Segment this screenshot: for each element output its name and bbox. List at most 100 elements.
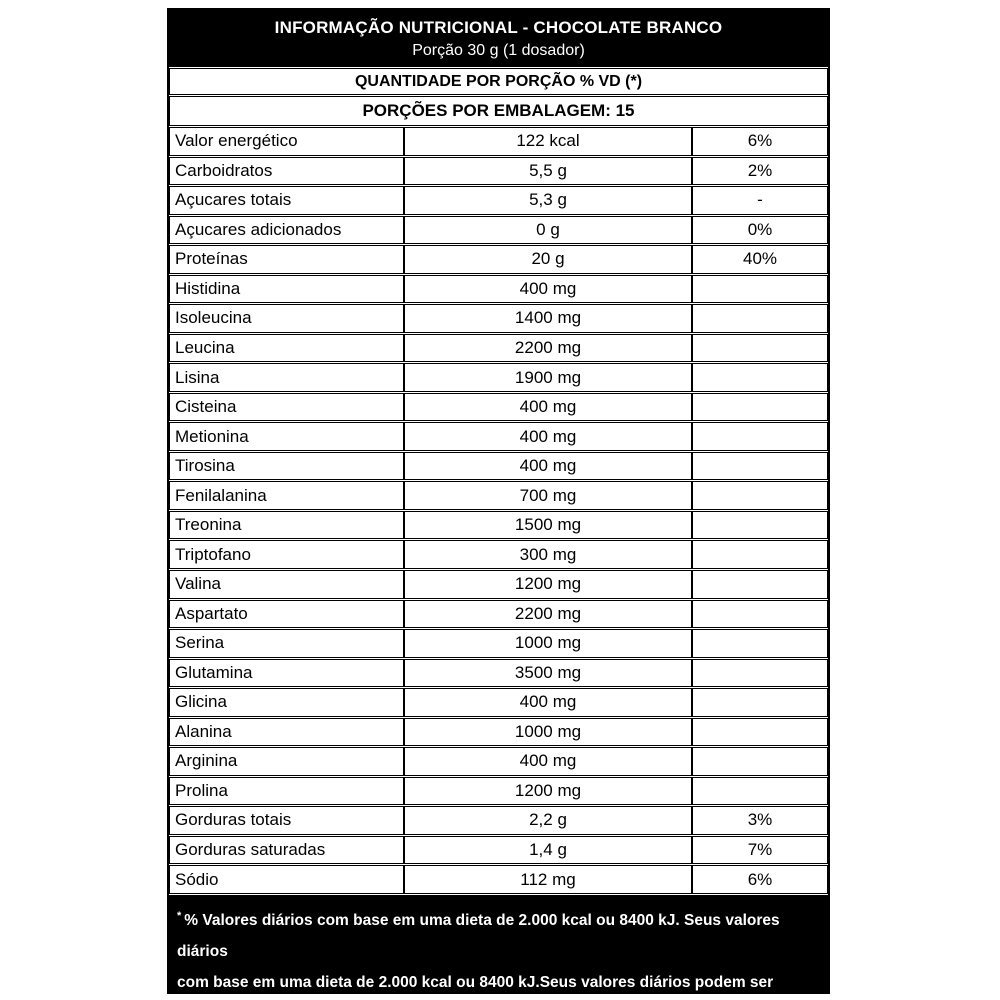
- nutrient-quantity-cell: 2200 mg: [404, 333, 692, 363]
- nutrient-quantity-cell: 112 mg: [404, 865, 692, 894]
- nutrient-name-cell: Prolina: [169, 776, 404, 806]
- table-row: Arginina 400 mg: [169, 747, 828, 776]
- nutrient-quantity-cell: 400 mg: [404, 274, 692, 304]
- nutrient-daily-value-cell: 6%: [692, 127, 828, 156]
- nutrient-name-cell: Proteínas: [169, 245, 404, 274]
- nutrient-quantity-cell: 122 kcal: [404, 127, 692, 156]
- nutrient-name-cell: Tirosina: [169, 451, 404, 481]
- nutrient-quantity-cell: 400 mg: [404, 688, 692, 717]
- nutrient-daily-value-cell: 3%: [692, 806, 828, 835]
- nutrient-quantity-cell: 5,5 g: [404, 156, 692, 186]
- nutrient-quantity-cell: 400 mg: [404, 422, 692, 451]
- table-row: Aspartato 2200 mg: [169, 599, 828, 629]
- table-title: INFORMAÇÃO NUTRICIONAL - CHOCOLATE BRANC…: [274, 17, 723, 37]
- nutrient-daily-value-cell: 2%: [692, 156, 828, 186]
- nutrient-quantity-cell: 1000 mg: [404, 717, 692, 747]
- table-row: Prolina 1200 mg: [169, 776, 828, 806]
- nutrient-daily-value-cell: [692, 274, 828, 304]
- nutrient-name-cell: Gorduras totais: [169, 806, 404, 835]
- table-row: Alanina 1000 mg: [169, 717, 828, 747]
- nutrient-name-cell: Sódio: [169, 865, 404, 894]
- nutrient-quantity-cell: 2200 mg: [404, 599, 692, 629]
- nutrient-daily-value-cell: [692, 776, 828, 806]
- table-row: Leucina 2200 mg: [169, 333, 828, 363]
- nutrient-quantity-cell: 1400 mg: [404, 304, 692, 333]
- nutrient-name-cell: Serina: [169, 629, 404, 658]
- nutrient-name-cell: Gorduras saturadas: [169, 835, 404, 865]
- nutrient-quantity-cell: 0 g: [404, 215, 692, 245]
- nutrient-daily-value-cell: [692, 540, 828, 569]
- table-row: Lisina 1900 mg: [169, 363, 828, 392]
- nutrient-quantity-cell: 400 mg: [404, 392, 692, 422]
- nutrient-name-cell: Triptofano: [169, 540, 404, 569]
- table-row: Treonina 1500 mg: [169, 510, 828, 540]
- nutrient-name-cell: Leucina: [169, 333, 404, 363]
- nutrient-name-cell: Cisteina: [169, 392, 404, 422]
- nutrient-daily-value-cell: [692, 510, 828, 540]
- nutrient-daily-value-cell: 0%: [692, 215, 828, 245]
- table-row: Metionina 400 mg: [169, 422, 828, 451]
- footnote-line-1-text: % Valores diários com base em uma dieta …: [177, 912, 780, 961]
- nutrient-daily-value-cell: 6%: [692, 865, 828, 894]
- nutrient-daily-value-cell: [692, 599, 828, 629]
- table-row: Açucares adicionados 0 g 0%: [169, 215, 828, 245]
- asterisk-note-mark: *: [177, 910, 182, 922]
- nutrient-name-cell: Arginina: [169, 747, 404, 776]
- nutrient-quantity-cell: 1500 mg: [404, 510, 692, 540]
- nutrient-quantity-cell: 700 mg: [404, 481, 692, 510]
- table-row: Gorduras saturadas 1,4 g 7%: [169, 835, 828, 865]
- nutrient-quantity-cell: 2,2 g: [404, 806, 692, 835]
- nutrient-name-cell: Alanina: [169, 717, 404, 747]
- servings-per-package-header: PORÇÕES POR EMBALAGEM: 15: [169, 96, 828, 126]
- footnote-line-2: com base em uma dieta de 2.000 kcal ou 8…: [177, 974, 774, 992]
- nutrient-quantity-cell: 1,4 g: [404, 835, 692, 865]
- quantity-per-serving-header: QUANTIDADE POR PORÇÃO % VD (*): [169, 68, 828, 95]
- nutrient-name-cell: Lisina: [169, 363, 404, 392]
- table-row: Glicina 400 mg: [169, 688, 828, 717]
- serving-size-subtitle: Porção 30 g (1 dosador): [412, 41, 585, 59]
- table-row: Triptofano 300 mg: [169, 540, 828, 569]
- nutrition-table-body: Valor energético 122 kcal 6% Carboidratos 5,…: [169, 127, 828, 894]
- nutrient-name-cell: Isoleucina: [169, 304, 404, 333]
- footnote-line-1: *% Valores diários com base em uma dieta…: [177, 901, 818, 967]
- nutrient-name-cell: Treonina: [169, 510, 404, 540]
- nutrient-daily-value-cell: [692, 747, 828, 776]
- nutrient-daily-value-cell: [692, 717, 828, 747]
- table-row: Isoleucina 1400 mg: [169, 304, 828, 333]
- table-row: Valor energético 122 kcal 6%: [169, 127, 828, 156]
- nutrient-daily-value-cell: [692, 658, 828, 688]
- table-row: Glutamina 3500 mg: [169, 658, 828, 688]
- daily-values-footnote: *% Valores diários com base em uma dieta…: [169, 895, 828, 992]
- table-row: Sódio 112 mg 6%: [169, 865, 828, 894]
- nutrient-name-cell: Carboidratos: [169, 156, 404, 186]
- table-row: Carboidratos 5,5 g 2%: [169, 156, 828, 186]
- nutrient-name-cell: Histidina: [169, 274, 404, 304]
- table-row: Açucares totais 5,3 g-: [169, 186, 828, 215]
- nutrient-quantity-cell: 1000 mg: [404, 629, 692, 658]
- table-row: Gorduras totais 2,2 g 3%: [169, 806, 828, 835]
- nutrient-name-cell: Valor energético: [169, 127, 404, 156]
- nutrient-quantity-cell: 400 mg: [404, 747, 692, 776]
- nutrient-daily-value-cell: [692, 422, 828, 451]
- nutrition-facts-table: INFORMAÇÃO NUTRICIONAL - CHOCOLATE BRANC…: [167, 8, 830, 994]
- nutrient-name-cell: Glicina: [169, 688, 404, 717]
- nutrient-daily-value-cell: [692, 304, 828, 333]
- nutrient-quantity-cell: 1200 mg: [404, 569, 692, 599]
- nutrient-daily-value-cell: [692, 333, 828, 363]
- nutrient-quantity-cell: 20 g: [404, 245, 692, 274]
- table-row: Valina 1200 mg: [169, 569, 828, 599]
- nutrient-quantity-cell: 5,3 g: [404, 186, 692, 215]
- nutrient-quantity-cell: 400 mg: [404, 451, 692, 481]
- nutrient-name-cell: Fenilalanina: [169, 481, 404, 510]
- nutrient-name-cell: Metionina: [169, 422, 404, 451]
- table-row: Serina 1000 mg: [169, 629, 828, 658]
- nutrient-daily-value-cell: [692, 363, 828, 392]
- nutrient-daily-value-cell: [692, 629, 828, 658]
- nutrient-quantity-cell: 3500 mg: [404, 658, 692, 688]
- table-row: Tirosina 400 mg: [169, 451, 828, 481]
- nutrient-quantity-cell: 1900 mg: [404, 363, 692, 392]
- nutrient-name-cell: Glutamina: [169, 658, 404, 688]
- nutrient-daily-value-cell: 7%: [692, 835, 828, 865]
- table-row: Cisteina 400 mg: [169, 392, 828, 422]
- nutrient-daily-value-cell: -: [692, 186, 828, 215]
